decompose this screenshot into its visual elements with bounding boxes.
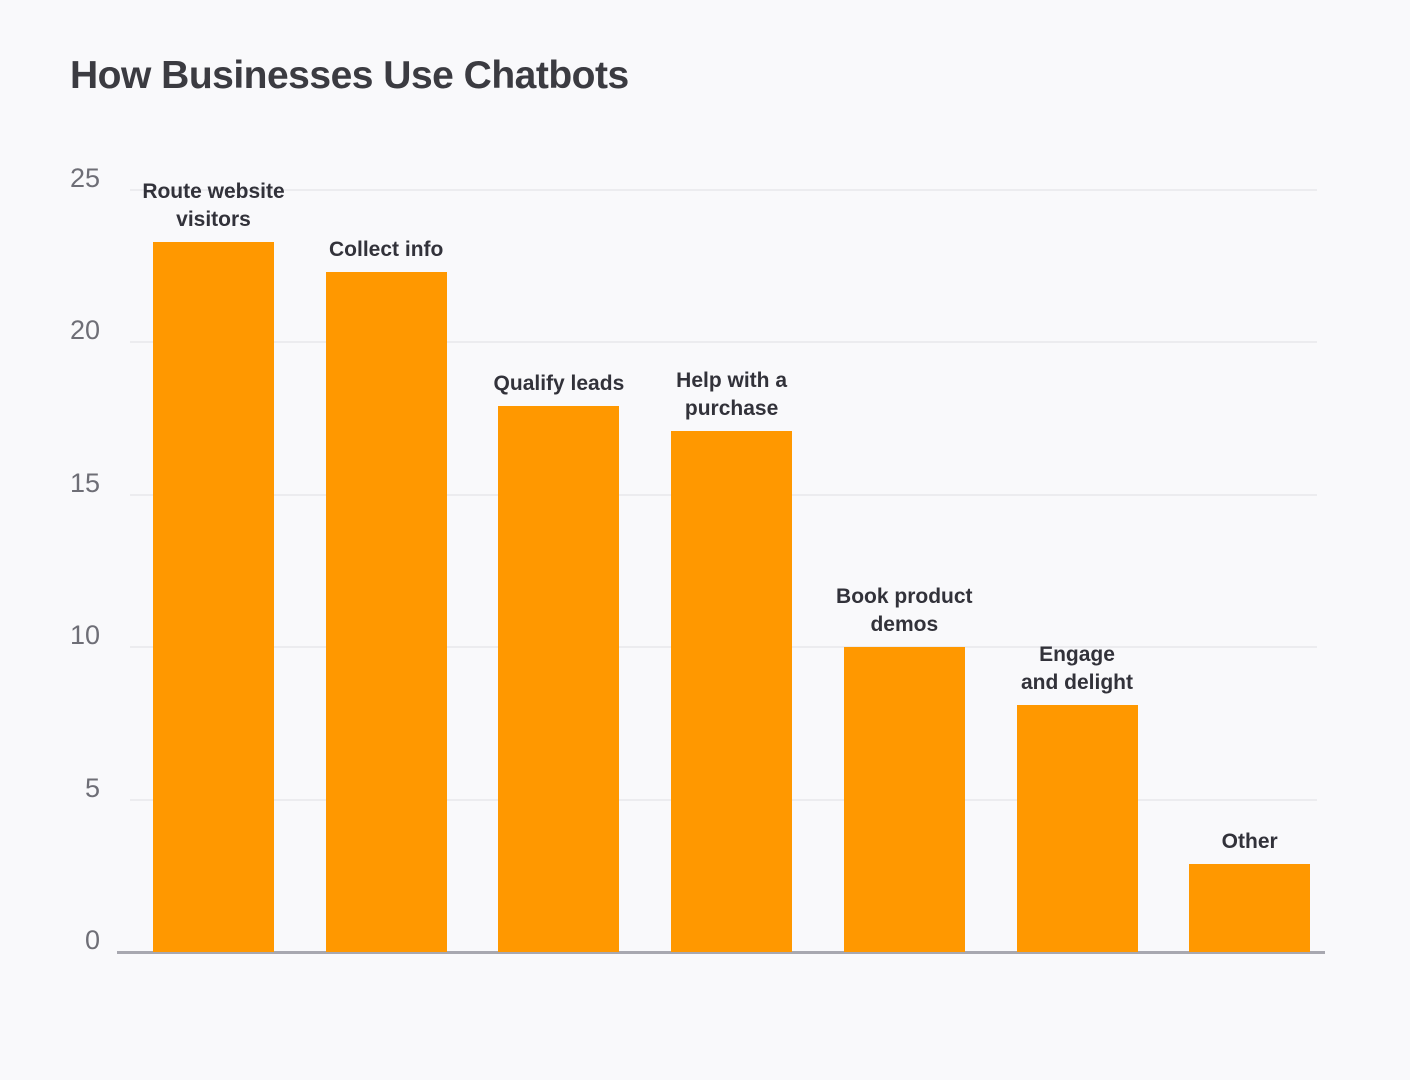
bar-route-website-visitors: [153, 241, 274, 952]
gridline-y-20: [130, 341, 1317, 344]
bar-help-with-a-purchase: [671, 430, 793, 952]
bar-collect-info: [325, 272, 447, 952]
bar-engage-and-delight: [1016, 705, 1138, 952]
bar-label-route-website-visitors: Route website visitors: [142, 179, 285, 231]
y-tick-label-5: 5: [84, 772, 100, 803]
chart-title: How Businesses Use Chatbots: [70, 54, 629, 97]
gridline-y-25: [130, 189, 1317, 191]
bar-book-product-demos: [843, 647, 965, 952]
y-tick-label-10: 10: [69, 620, 100, 651]
bar-label-engage-and-delight: Engage and delight: [1021, 643, 1133, 695]
y-tick-label-20: 20: [69, 315, 100, 346]
y-tick-label-15: 15: [69, 467, 100, 498]
bar-label-book-product-demos: Book product demos: [836, 585, 973, 637]
y-tick-label-25: 25: [69, 163, 100, 193]
bar-label-help-with-a-purchase: Help with a purchase: [676, 368, 788, 420]
bar-label-other: Other: [1221, 829, 1278, 853]
bar-qualify-leads: [498, 406, 620, 952]
bar-label-collect-info: Collect info: [329, 238, 444, 262]
bar-label-qualify-leads: Qualify leads: [493, 372, 625, 396]
y-tick-label-0: 0: [84, 925, 100, 955]
bar-other: [1189, 863, 1311, 952]
x-axis-line: [117, 951, 1325, 954]
